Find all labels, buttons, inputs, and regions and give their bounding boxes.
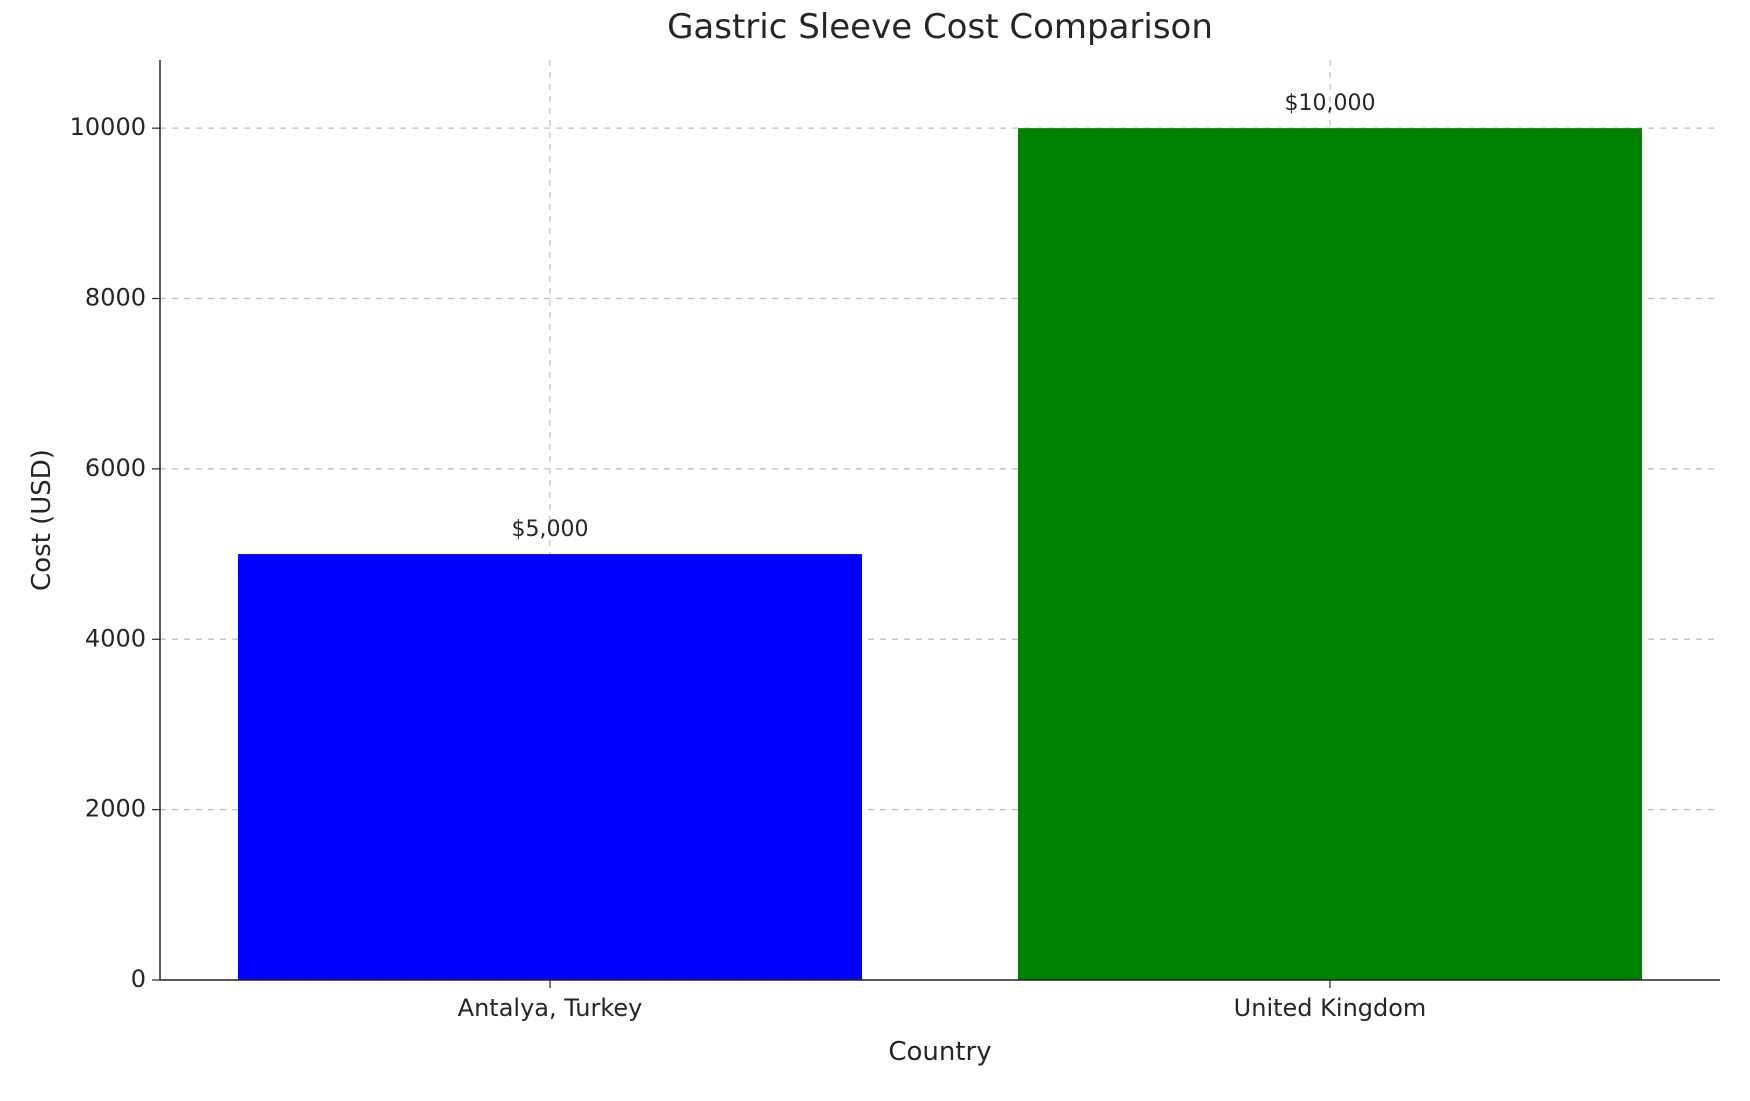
y-ticks: 0 2000 4000 6000 8000 10000 (70, 113, 160, 993)
x-tick-label: United Kingdom (1234, 994, 1427, 1022)
y-tick-label: 2000 (85, 795, 146, 823)
bar (238, 554, 862, 980)
y-tick-label: 4000 (85, 624, 146, 652)
bar (1018, 128, 1642, 980)
y-tick-label: 6000 (85, 454, 146, 482)
x-axis-label: Country (888, 1037, 991, 1067)
y-axis-label: Cost (USD) (27, 449, 57, 591)
value-label: $10,000 (1285, 91, 1376, 116)
value-label: $5,000 (512, 517, 589, 542)
bars (238, 128, 1642, 980)
y-tick-label: 10000 (70, 113, 146, 141)
x-tick-label: Antalya, Turkey (458, 994, 643, 1022)
x-ticks: Antalya, Turkey United Kingdom (458, 980, 1427, 1022)
y-tick-label: 0 (131, 965, 146, 993)
bar-chart-svg: $5,000 $10,000 0 2000 4000 6000 8000 10000 Antal… (0, 0, 1750, 1101)
chart-title: Gastric Sleeve Cost Comparison (667, 7, 1213, 47)
chart-container: $5,000 $10,000 0 2000 4000 6000 8000 10000 Antal… (0, 0, 1750, 1101)
y-tick-label: 8000 (85, 284, 146, 312)
